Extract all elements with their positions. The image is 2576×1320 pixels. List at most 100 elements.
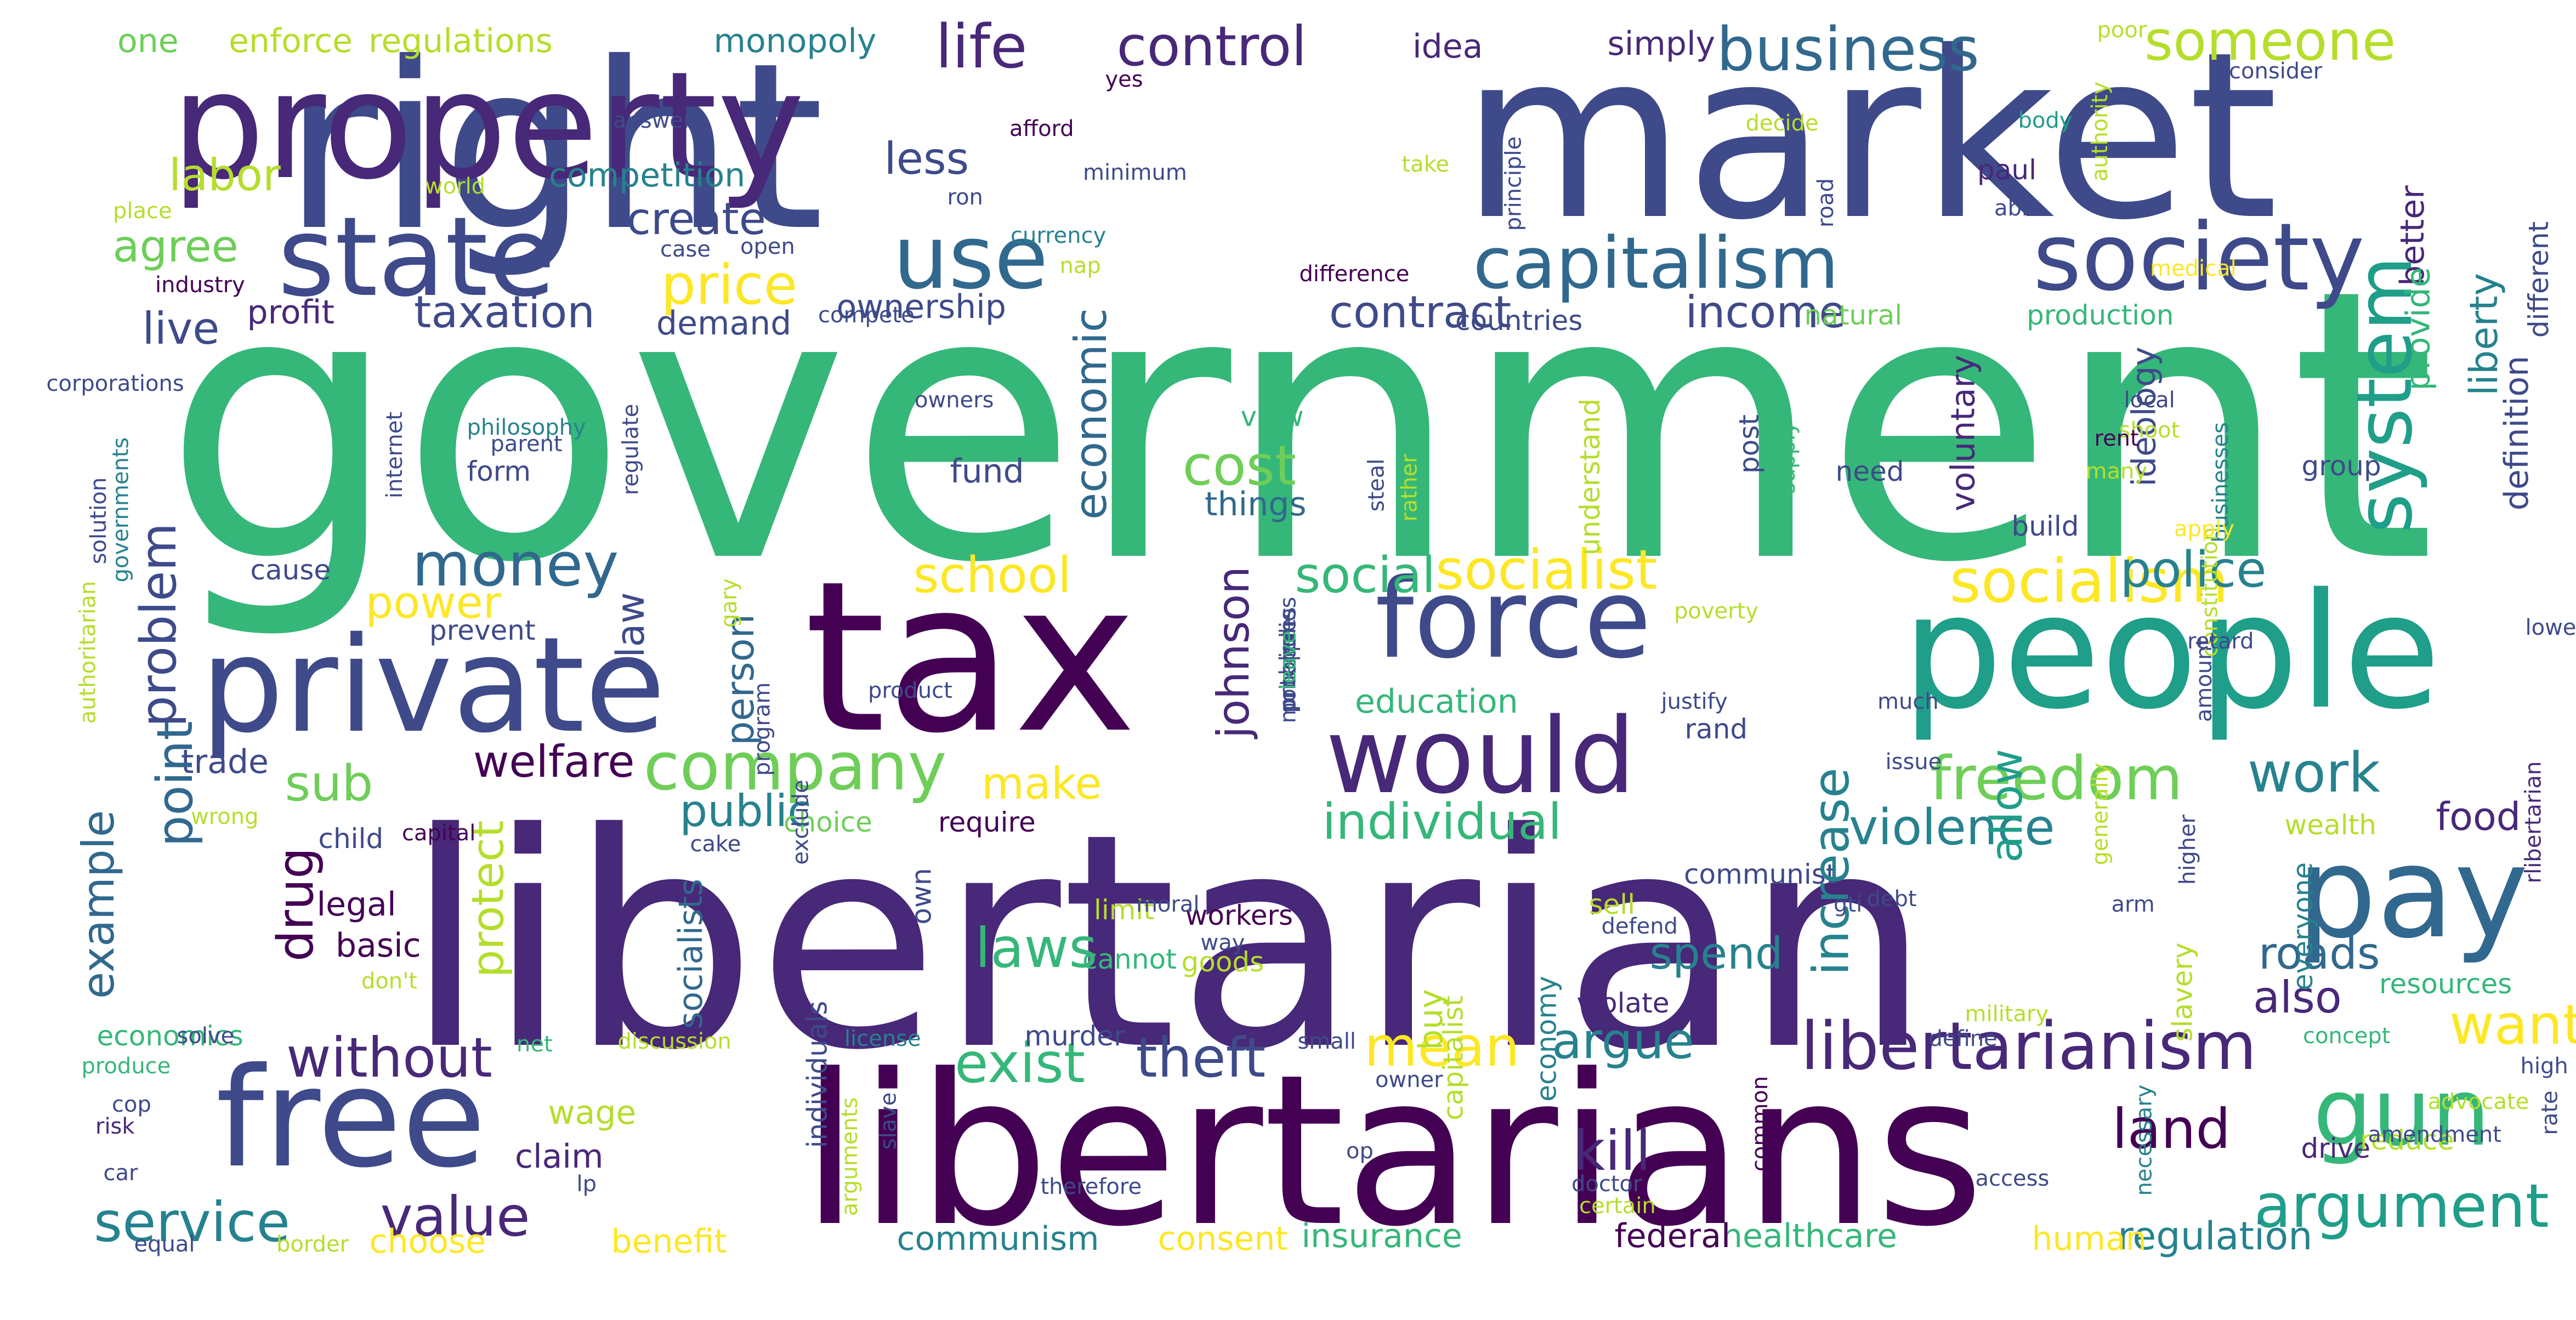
word-cloud-word: libertarianism — [1801, 1009, 2257, 1085]
word-cloud-word: principle — [1500, 136, 1526, 231]
word-cloud-word: paul — [1977, 154, 2036, 186]
word-cloud-word: control — [1116, 14, 1307, 78]
word-cloud-word: cannot — [1082, 943, 1177, 975]
word-cloud-word: less — [884, 133, 969, 184]
word-cloud-word: define — [1928, 1026, 1998, 1051]
word-cloud-word: education — [1355, 682, 1518, 721]
word-cloud-word: violence — [1849, 799, 2055, 856]
word-cloud-word: fund — [950, 452, 1024, 491]
word-cloud-word: enforce — [229, 22, 353, 60]
word-cloud-word: production — [2027, 299, 2174, 331]
word-cloud-word: retard — [2187, 629, 2254, 654]
word-cloud-word: cost — [1182, 434, 1296, 498]
word-cloud-word: road — [1813, 178, 1839, 227]
word-cloud-word: economic — [1065, 308, 1116, 520]
word-cloud-word: afford — [1009, 116, 1074, 141]
word-cloud-word: right — [283, 14, 825, 282]
word-cloud-word: work — [2248, 741, 2380, 805]
word-cloud-word: state — [277, 194, 556, 321]
word-cloud-word: economics — [97, 1020, 243, 1052]
word-cloud-word: license — [844, 1026, 921, 1051]
word-cloud-word: exclude — [788, 780, 814, 865]
word-cloud-word: business — [1716, 14, 1979, 84]
word-cloud-word: one — [117, 22, 179, 60]
word-cloud-word: without — [286, 1026, 492, 1090]
word-cloud-word: pay — [2296, 820, 2529, 966]
word-cloud-word: insurance — [1301, 1217, 1462, 1255]
word-cloud-word: want — [2449, 993, 2576, 1057]
word-cloud-word: healthcare — [1722, 1217, 1897, 1255]
word-cloud-word: competition — [549, 156, 746, 195]
word-cloud-word: laws — [975, 916, 1098, 980]
word-cloud-word: rand — [1684, 713, 1748, 745]
word-cloud-word: higher — [2175, 814, 2201, 885]
word-cloud-word: ron — [947, 185, 983, 210]
word-cloud-word: freedom — [1930, 743, 2183, 813]
word-cloud-word: rate — [2537, 1090, 2563, 1135]
word-cloud-word: food — [2436, 794, 2521, 839]
word-cloud-word: solve — [177, 1023, 235, 1049]
word-cloud-word: claim — [515, 1137, 604, 1176]
word-cloud-word: natural — [1804, 299, 1903, 331]
word-cloud-word: social — [1295, 547, 1436, 604]
word-cloud-word: slavery — [2166, 942, 2199, 1042]
word-cloud-word: roads — [2259, 928, 2380, 979]
word-cloud-word: rlibertarian — [2520, 761, 2546, 884]
word-cloud-word: philosophy — [467, 415, 586, 440]
word-cloud-word: shoot — [2119, 418, 2180, 443]
word-cloud-word: society — [2033, 203, 2365, 312]
word-cloud-word: capitalism — [1473, 221, 1839, 305]
word-cloud-word: goods — [1181, 946, 1264, 978]
word-cloud-word: owner — [1375, 1067, 1443, 1093]
word-cloud-word: own — [905, 868, 938, 925]
word-cloud-word: violate — [1576, 987, 1670, 1019]
word-cloud-word: decide — [1745, 111, 1819, 136]
word-cloud-word: benefit — [611, 1222, 727, 1261]
word-cloud-word: drug — [267, 847, 325, 962]
word-cloud-word: labor — [169, 150, 281, 201]
word-cloud-word: force — [1375, 555, 1652, 683]
word-cloud-word: product — [868, 678, 952, 703]
word-cloud-word: use — [893, 206, 1048, 309]
word-cloud-word: income — [1685, 287, 1846, 338]
word-cloud-word: land — [2112, 1097, 2231, 1161]
word-cloud-word: minimum — [1083, 160, 1187, 185]
word-cloud-word: advocate — [2427, 1089, 2529, 1114]
word-cloud-word: doctor — [1571, 1171, 1642, 1197]
word-cloud-word: cake — [690, 832, 741, 857]
word-cloud-word: group — [2301, 450, 2381, 482]
word-cloud-word: leave — [1275, 630, 1301, 690]
word-cloud-word: debt — [1866, 886, 1917, 912]
word-cloud-word: service — [94, 1190, 291, 1254]
word-cloud-word: argument — [2254, 1171, 2549, 1241]
word-cloud-word: arguments — [837, 1097, 863, 1216]
word-cloud-word: everyone — [2287, 862, 2319, 991]
word-cloud-word: yes — [1105, 67, 1143, 92]
word-cloud-word: local — [2124, 388, 2175, 413]
word-cloud-word: socialist — [1435, 538, 1658, 602]
word-cloud-word: generally — [2087, 763, 2113, 866]
word-cloud-word: communism — [897, 1220, 1099, 1258]
word-cloud-word: form — [467, 456, 531, 487]
word-cloud-word: property — [171, 39, 805, 212]
word-cloud-word: steal — [1363, 458, 1389, 512]
word-cloud-word: access — [1975, 1166, 2050, 1191]
word-cloud-word: public — [679, 786, 812, 837]
word-cloud-word: market — [1461, 3, 2279, 271]
word-cloud-word: johnson — [1207, 566, 1259, 738]
word-cloud-word: apply — [2174, 516, 2235, 542]
word-cloud-word: certain — [1579, 1193, 1656, 1219]
word-cloud-word: people — [1902, 560, 2441, 744]
word-cloud-word: supply — [1774, 422, 1800, 494]
word-cloud-word: sub — [285, 755, 373, 812]
word-cloud-word: problem — [130, 522, 188, 727]
word-cloud-word: also — [2253, 972, 2342, 1023]
word-cloud-word: currency — [1011, 223, 1107, 248]
word-cloud-word: body — [2018, 108, 2073, 133]
word-cloud-word: rent — [2094, 426, 2139, 451]
word-cloud-word: spend — [1649, 928, 1783, 979]
word-cloud-word: choice — [784, 806, 872, 838]
word-cloud-word: industry — [155, 272, 245, 298]
word-cloud-word: equal — [134, 1232, 195, 1257]
